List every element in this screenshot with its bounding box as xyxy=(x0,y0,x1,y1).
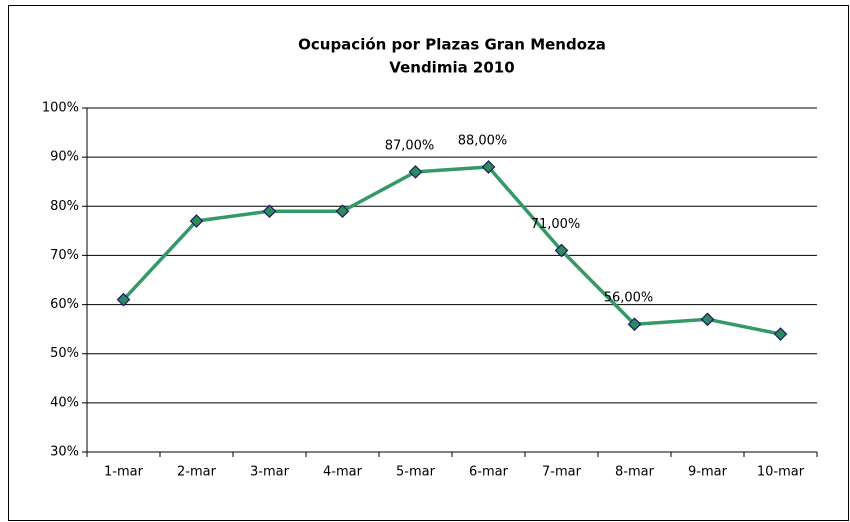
x-tick-label: 6-mar xyxy=(469,465,509,480)
y-tick-label: 80% xyxy=(50,199,79,214)
y-tick-label: 40% xyxy=(50,395,79,410)
y-tick-label: 70% xyxy=(50,248,79,263)
x-tick-label: 1-mar xyxy=(104,465,144,480)
y-tick-label: 60% xyxy=(50,297,79,312)
marker xyxy=(773,327,788,341)
x-tick-label: 10-mar xyxy=(757,465,805,480)
x-tick-label: 8-mar xyxy=(615,465,655,480)
data-label: 56,00% xyxy=(604,291,654,306)
marker xyxy=(262,204,277,219)
x-tick-label: 7-mar xyxy=(542,465,582,480)
chart-title: Vendimia 2010 xyxy=(389,59,514,77)
data-label: 87,00% xyxy=(385,138,435,153)
data-label: 71,00% xyxy=(531,217,581,232)
marker xyxy=(408,165,423,179)
y-tick-label: 100% xyxy=(42,101,79,116)
marker xyxy=(335,204,350,219)
x-tick-label: 9-mar xyxy=(688,465,728,480)
marker xyxy=(481,160,496,174)
x-tick-label: 3-mar xyxy=(250,465,290,480)
marker xyxy=(627,317,642,332)
marker xyxy=(116,292,131,307)
line xyxy=(122,165,781,336)
y-tick-label: 90% xyxy=(50,150,79,165)
chart-border xyxy=(8,5,849,521)
x-tick-label: 5-mar xyxy=(396,465,436,480)
marker xyxy=(700,312,715,327)
marker xyxy=(189,214,204,228)
marker xyxy=(554,243,569,258)
chart-title: Ocupación por Plazas Gran Mendoza xyxy=(298,36,606,54)
y-tick-label: 30% xyxy=(50,445,79,460)
x-tick-label: 4-mar xyxy=(323,465,363,480)
x-tick-label: 2-mar xyxy=(177,465,217,480)
data-label: 88,00% xyxy=(458,133,508,148)
y-tick-label: 50% xyxy=(50,346,79,361)
